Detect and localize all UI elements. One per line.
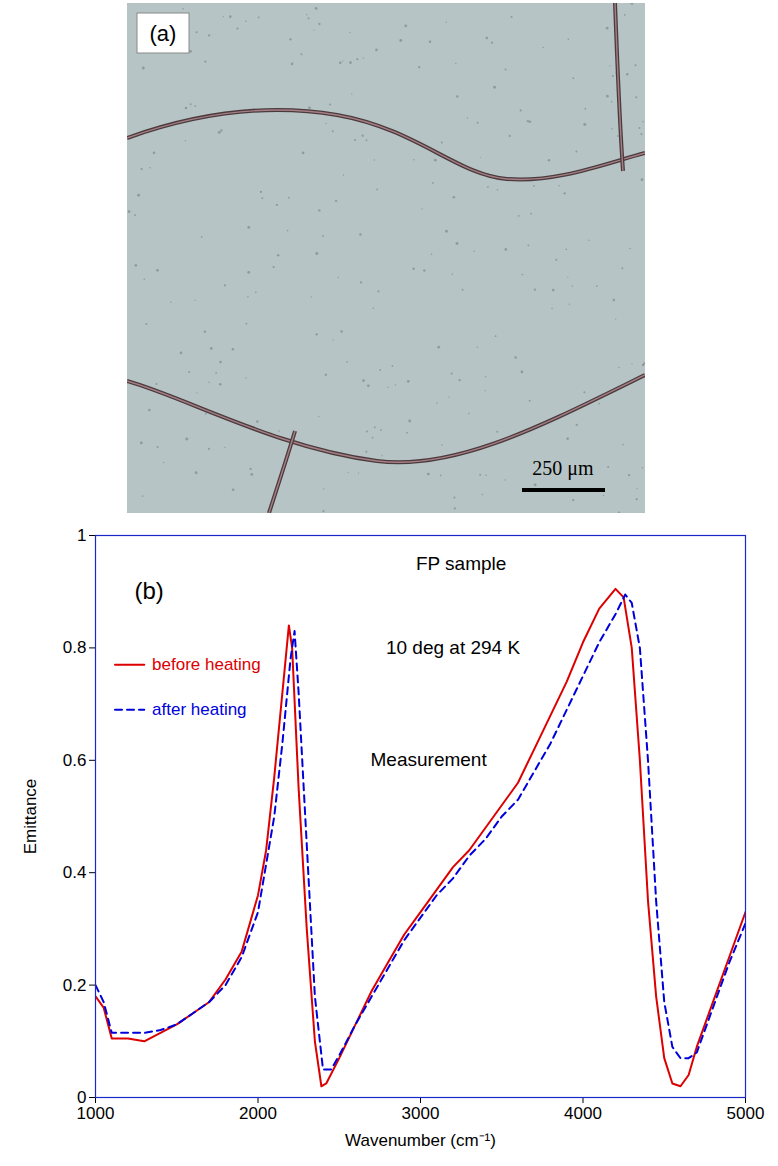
svg-text:250 μm: 250 μm <box>532 457 594 480</box>
svg-text:0.6: 0.6 <box>63 751 87 770</box>
svg-text:Emittance: Emittance <box>21 779 40 855</box>
svg-text:5000: 5000 <box>727 1104 765 1123</box>
svg-text:1: 1 <box>77 526 86 545</box>
svg-text:(a): (a) <box>150 21 177 46</box>
svg-text:10 deg at 294 K: 10 deg at 294 K <box>386 637 520 658</box>
svg-text:after heating: after heating <box>152 700 247 719</box>
svg-text:0: 0 <box>77 1087 87 1107</box>
svg-text:Measurement: Measurement <box>371 749 488 770</box>
svg-text:(b): (b) <box>134 577 163 604</box>
svg-text:2000: 2000 <box>239 1104 277 1123</box>
svg-text:0.8: 0.8 <box>63 638 87 657</box>
svg-text:0.2: 0.2 <box>63 976 87 995</box>
svg-text:0.4: 0.4 <box>63 863 87 882</box>
svg-text:1000: 1000 <box>77 1104 115 1123</box>
svg-text:FP sample: FP sample <box>416 553 506 574</box>
svg-text:3000: 3000 <box>402 1104 440 1123</box>
svg-text:Wavenumber (cm⁻¹): Wavenumber (cm⁻¹) <box>345 1131 496 1150</box>
svg-text:4000: 4000 <box>564 1104 602 1123</box>
svg-text:before heating: before heating <box>152 655 261 674</box>
